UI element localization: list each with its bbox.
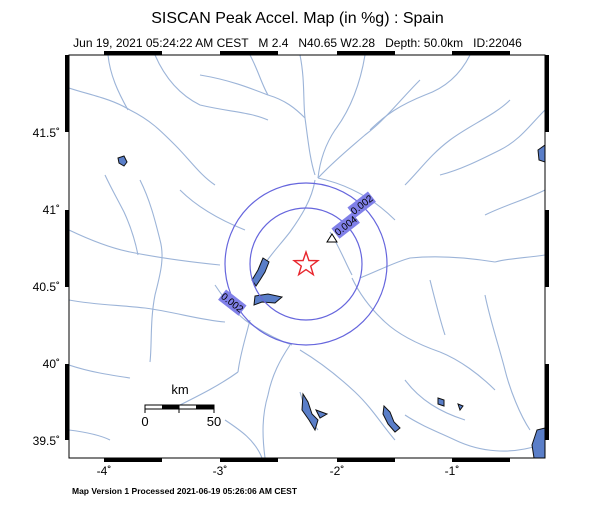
lat-tick-label: 40.5˚ <box>33 280 60 294</box>
river <box>359 256 496 279</box>
lat-tick-label: 39.5˚ <box>33 434 60 448</box>
river <box>69 429 111 441</box>
lake <box>531 427 545 458</box>
river <box>154 55 269 121</box>
river <box>69 364 131 379</box>
contour-inner <box>249 207 363 321</box>
river <box>494 254 545 263</box>
map-footer: Map Version 1 Processed 2021-06-19 05:26… <box>72 486 298 496</box>
river <box>404 379 466 421</box>
lat-tick-label: 40˚ <box>43 357 60 371</box>
river <box>369 55 471 131</box>
map-subtitle: Jun 19, 2021 05:24:22 AM CEST M 2.4 N40.… <box>73 36 522 50</box>
river <box>179 189 246 231</box>
river <box>404 414 541 452</box>
svg-text:0: 0 <box>141 414 148 429</box>
svg-text:km: km <box>171 382 188 397</box>
river <box>224 419 263 458</box>
river <box>484 189 545 216</box>
lon-tick-label: -3˚ <box>213 464 228 478</box>
lake <box>437 397 445 407</box>
river <box>179 371 239 406</box>
lat-tick-label: 41˚ <box>43 203 60 217</box>
river-network <box>69 55 545 458</box>
lake <box>117 155 128 167</box>
map-border <box>65 51 549 462</box>
svg-text:50: 50 <box>207 414 221 429</box>
river <box>429 279 446 336</box>
river <box>139 179 163 363</box>
lake <box>314 409 329 419</box>
lat-tick-label: 41.5˚ <box>33 126 60 140</box>
lake <box>537 144 545 163</box>
river <box>317 55 366 179</box>
triangle-icon <box>326 233 338 243</box>
river <box>299 349 396 441</box>
river <box>69 299 226 323</box>
lon-tick-label: -2˚ <box>330 464 345 478</box>
river <box>317 79 421 179</box>
lon-axis: -4˚ -3˚ -2˚ -1˚ <box>97 464 460 478</box>
lakes <box>117 144 545 458</box>
river <box>104 174 139 256</box>
river <box>107 55 129 111</box>
lake <box>457 403 464 412</box>
lon-tick-label: -1˚ <box>445 464 460 478</box>
lake <box>251 257 270 287</box>
map-title: SISCAN Peak Accel. Map (in %g) : Spain <box>151 10 444 27</box>
river <box>317 177 396 221</box>
lake <box>382 404 401 433</box>
contour-outer <box>224 182 388 346</box>
lon-tick-label: -4˚ <box>97 464 112 478</box>
lat-axis: 41.5˚ 41˚ 40.5˚ 40˚ 39.5˚ <box>33 126 60 448</box>
lake <box>301 392 319 432</box>
river <box>69 229 221 266</box>
river <box>484 294 531 431</box>
river <box>262 344 291 458</box>
scale-bar: km 0 50 <box>141 382 221 429</box>
river <box>439 109 545 176</box>
river <box>249 55 269 96</box>
river <box>351 277 441 353</box>
river <box>299 55 316 176</box>
river <box>237 319 251 373</box>
river <box>69 87 216 186</box>
river <box>404 99 511 186</box>
river <box>439 351 496 391</box>
river <box>261 179 316 269</box>
star-icon <box>292 249 320 277</box>
